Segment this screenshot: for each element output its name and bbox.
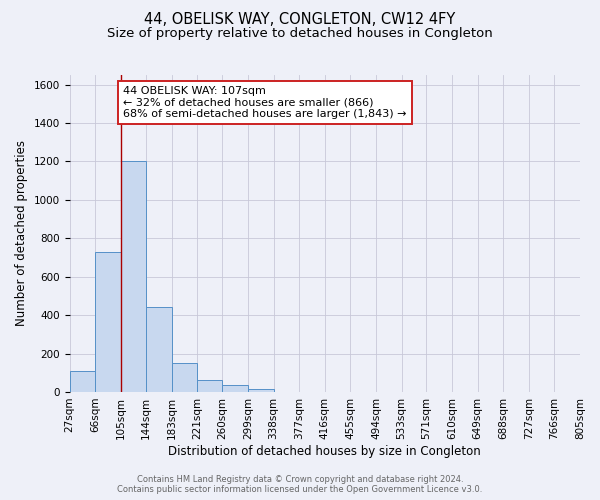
Y-axis label: Number of detached properties: Number of detached properties — [15, 140, 28, 326]
Text: 44 OBELISK WAY: 107sqm
← 32% of detached houses are smaller (866)
68% of semi-de: 44 OBELISK WAY: 107sqm ← 32% of detached… — [124, 86, 407, 119]
Text: 44, OBELISK WAY, CONGLETON, CW12 4FY: 44, OBELISK WAY, CONGLETON, CW12 4FY — [145, 12, 455, 28]
Bar — [197, 380, 223, 392]
Bar — [70, 371, 95, 392]
Bar — [223, 385, 248, 392]
Text: Size of property relative to detached houses in Congleton: Size of property relative to detached ho… — [107, 28, 493, 40]
Bar — [248, 389, 274, 392]
X-axis label: Distribution of detached houses by size in Congleton: Distribution of detached houses by size … — [169, 444, 481, 458]
Bar — [95, 252, 121, 392]
Text: Contains HM Land Registry data © Crown copyright and database right 2024.: Contains HM Land Registry data © Crown c… — [137, 474, 463, 484]
Text: Contains public sector information licensed under the Open Government Licence v3: Contains public sector information licen… — [118, 484, 482, 494]
Bar — [121, 162, 146, 392]
Bar — [172, 363, 197, 392]
Bar — [146, 308, 172, 392]
